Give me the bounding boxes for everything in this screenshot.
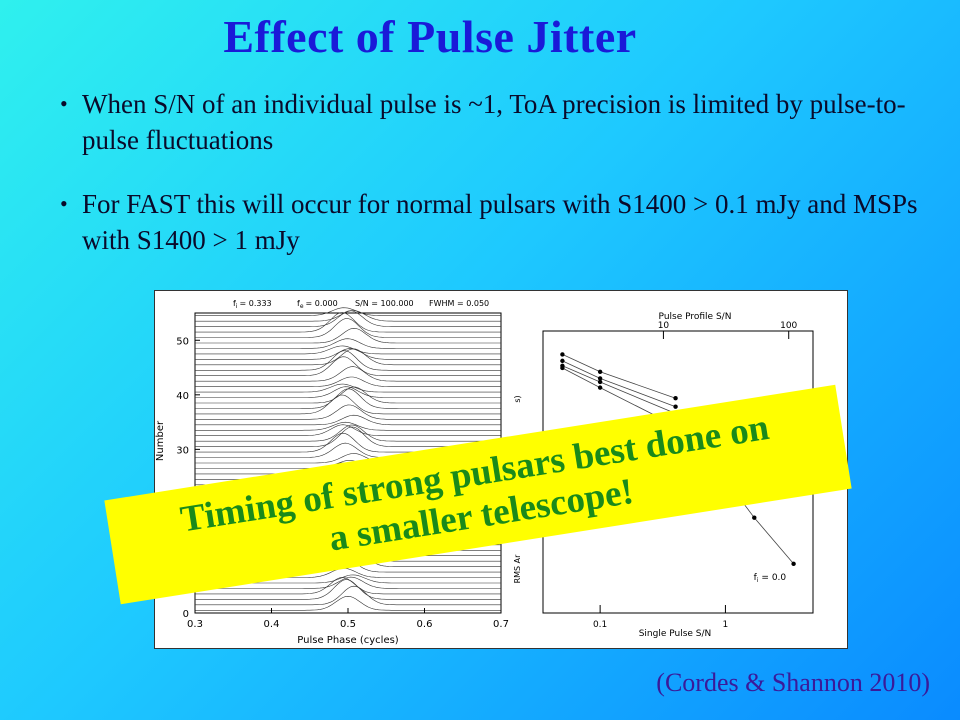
x-tick-label: 1 — [723, 620, 729, 630]
pulse-trace — [195, 424, 501, 436]
right-top-axis-label: Pulse Profile S/N — [659, 312, 732, 322]
pulse-trace — [195, 388, 501, 409]
pulse-trace — [195, 350, 501, 371]
pulse-trace — [195, 595, 501, 611]
x-tick-label: 0.3 — [187, 619, 203, 630]
pulse-trace — [195, 383, 501, 393]
pulse-trace — [195, 307, 501, 316]
right-y-label-partial-top: s) — [513, 395, 522, 402]
series-point — [597, 379, 603, 385]
right-x-label: Single Pulse S/N — [639, 629, 712, 639]
pulse-trace — [195, 356, 501, 376]
pulse-trace — [195, 579, 501, 600]
pulse-trace — [195, 348, 501, 366]
series-point — [560, 352, 565, 357]
y-tick-label: 40 — [176, 391, 189, 402]
bullet-text: When S/N of an individual pulse is ~1, T… — [82, 89, 906, 155]
pulse-trace — [195, 576, 501, 589]
left-header-sn: S/N = 100.000 — [355, 299, 414, 308]
slide-title: Effect of Pulse Jitter — [223, 11, 637, 62]
pulse-trace — [195, 424, 501, 442]
left-y-label: Number — [155, 420, 166, 461]
pulse-trace — [195, 338, 501, 349]
pulse-trace — [195, 310, 501, 322]
y-tick-label: 30 — [176, 445, 189, 456]
pulse-trace — [195, 585, 501, 606]
pulse-trace — [195, 386, 501, 404]
pulse-trace — [195, 312, 501, 333]
x-tick-label: 0.7 — [493, 619, 509, 630]
y-tick-label: 0 — [183, 609, 189, 620]
top-tick-label: 10 — [658, 321, 670, 331]
left-header-fwhm: FWHM = 0.050 — [429, 299, 489, 308]
series-point — [752, 515, 757, 520]
citation: (Cordes & Shannon 2010) — [656, 668, 930, 697]
left-x-ticks: 0.3 0.4 0.5 0.6 0.7 — [187, 608, 509, 630]
pulse-trace — [195, 376, 501, 387]
series-point — [673, 396, 678, 401]
x-tick-label: 0.6 — [417, 619, 433, 630]
series-point — [597, 369, 603, 375]
pulse-trace — [195, 404, 501, 420]
series-point — [597, 376, 603, 381]
pulse-trace — [195, 327, 501, 344]
x-tick-label: 0.4 — [264, 619, 280, 630]
series-line — [562, 354, 676, 399]
series-point — [673, 404, 678, 409]
x-tick-label: 0.5 — [340, 619, 356, 630]
pulse-trace — [195, 318, 501, 338]
bullet-text: For FAST this will occur for normal puls… — [82, 189, 918, 255]
series-point — [597, 385, 603, 390]
pulse-trace — [195, 414, 501, 426]
left-header-fi: fi = 0.333 — [233, 299, 272, 310]
bullet-fast-threshold: • For FAST this will occur for normal pu… — [60, 186, 920, 258]
left-header-fe: fe = 0.000 — [297, 299, 338, 310]
bullet-jitter-limit: • When S/N of an individual pulse is ~1,… — [60, 86, 920, 158]
bullet-dot-icon: • — [60, 91, 68, 116]
pulse-trace — [195, 394, 501, 415]
pulse-trace — [195, 345, 501, 355]
series-label-fi: fi = 0.0 — [754, 573, 787, 584]
pulse-trace — [195, 386, 501, 398]
series-line — [562, 360, 676, 408]
left-x-label: Pulse Phase (cycles) — [297, 635, 399, 646]
series-point — [791, 561, 796, 567]
pulse-trace — [195, 421, 501, 431]
series-point — [560, 363, 565, 368]
series-point — [560, 358, 565, 364]
bullet-dot-icon: • — [60, 191, 68, 216]
top-tick-label: 100 — [780, 321, 797, 331]
y-tick-label: 50 — [176, 336, 189, 347]
pulse-trace — [195, 348, 501, 360]
pulse-trace — [195, 577, 501, 595]
pulse-trace — [195, 366, 501, 382]
x-tick-label: 0.1 — [593, 620, 607, 630]
right-y-label-partial: RMS Ar — [513, 554, 522, 584]
